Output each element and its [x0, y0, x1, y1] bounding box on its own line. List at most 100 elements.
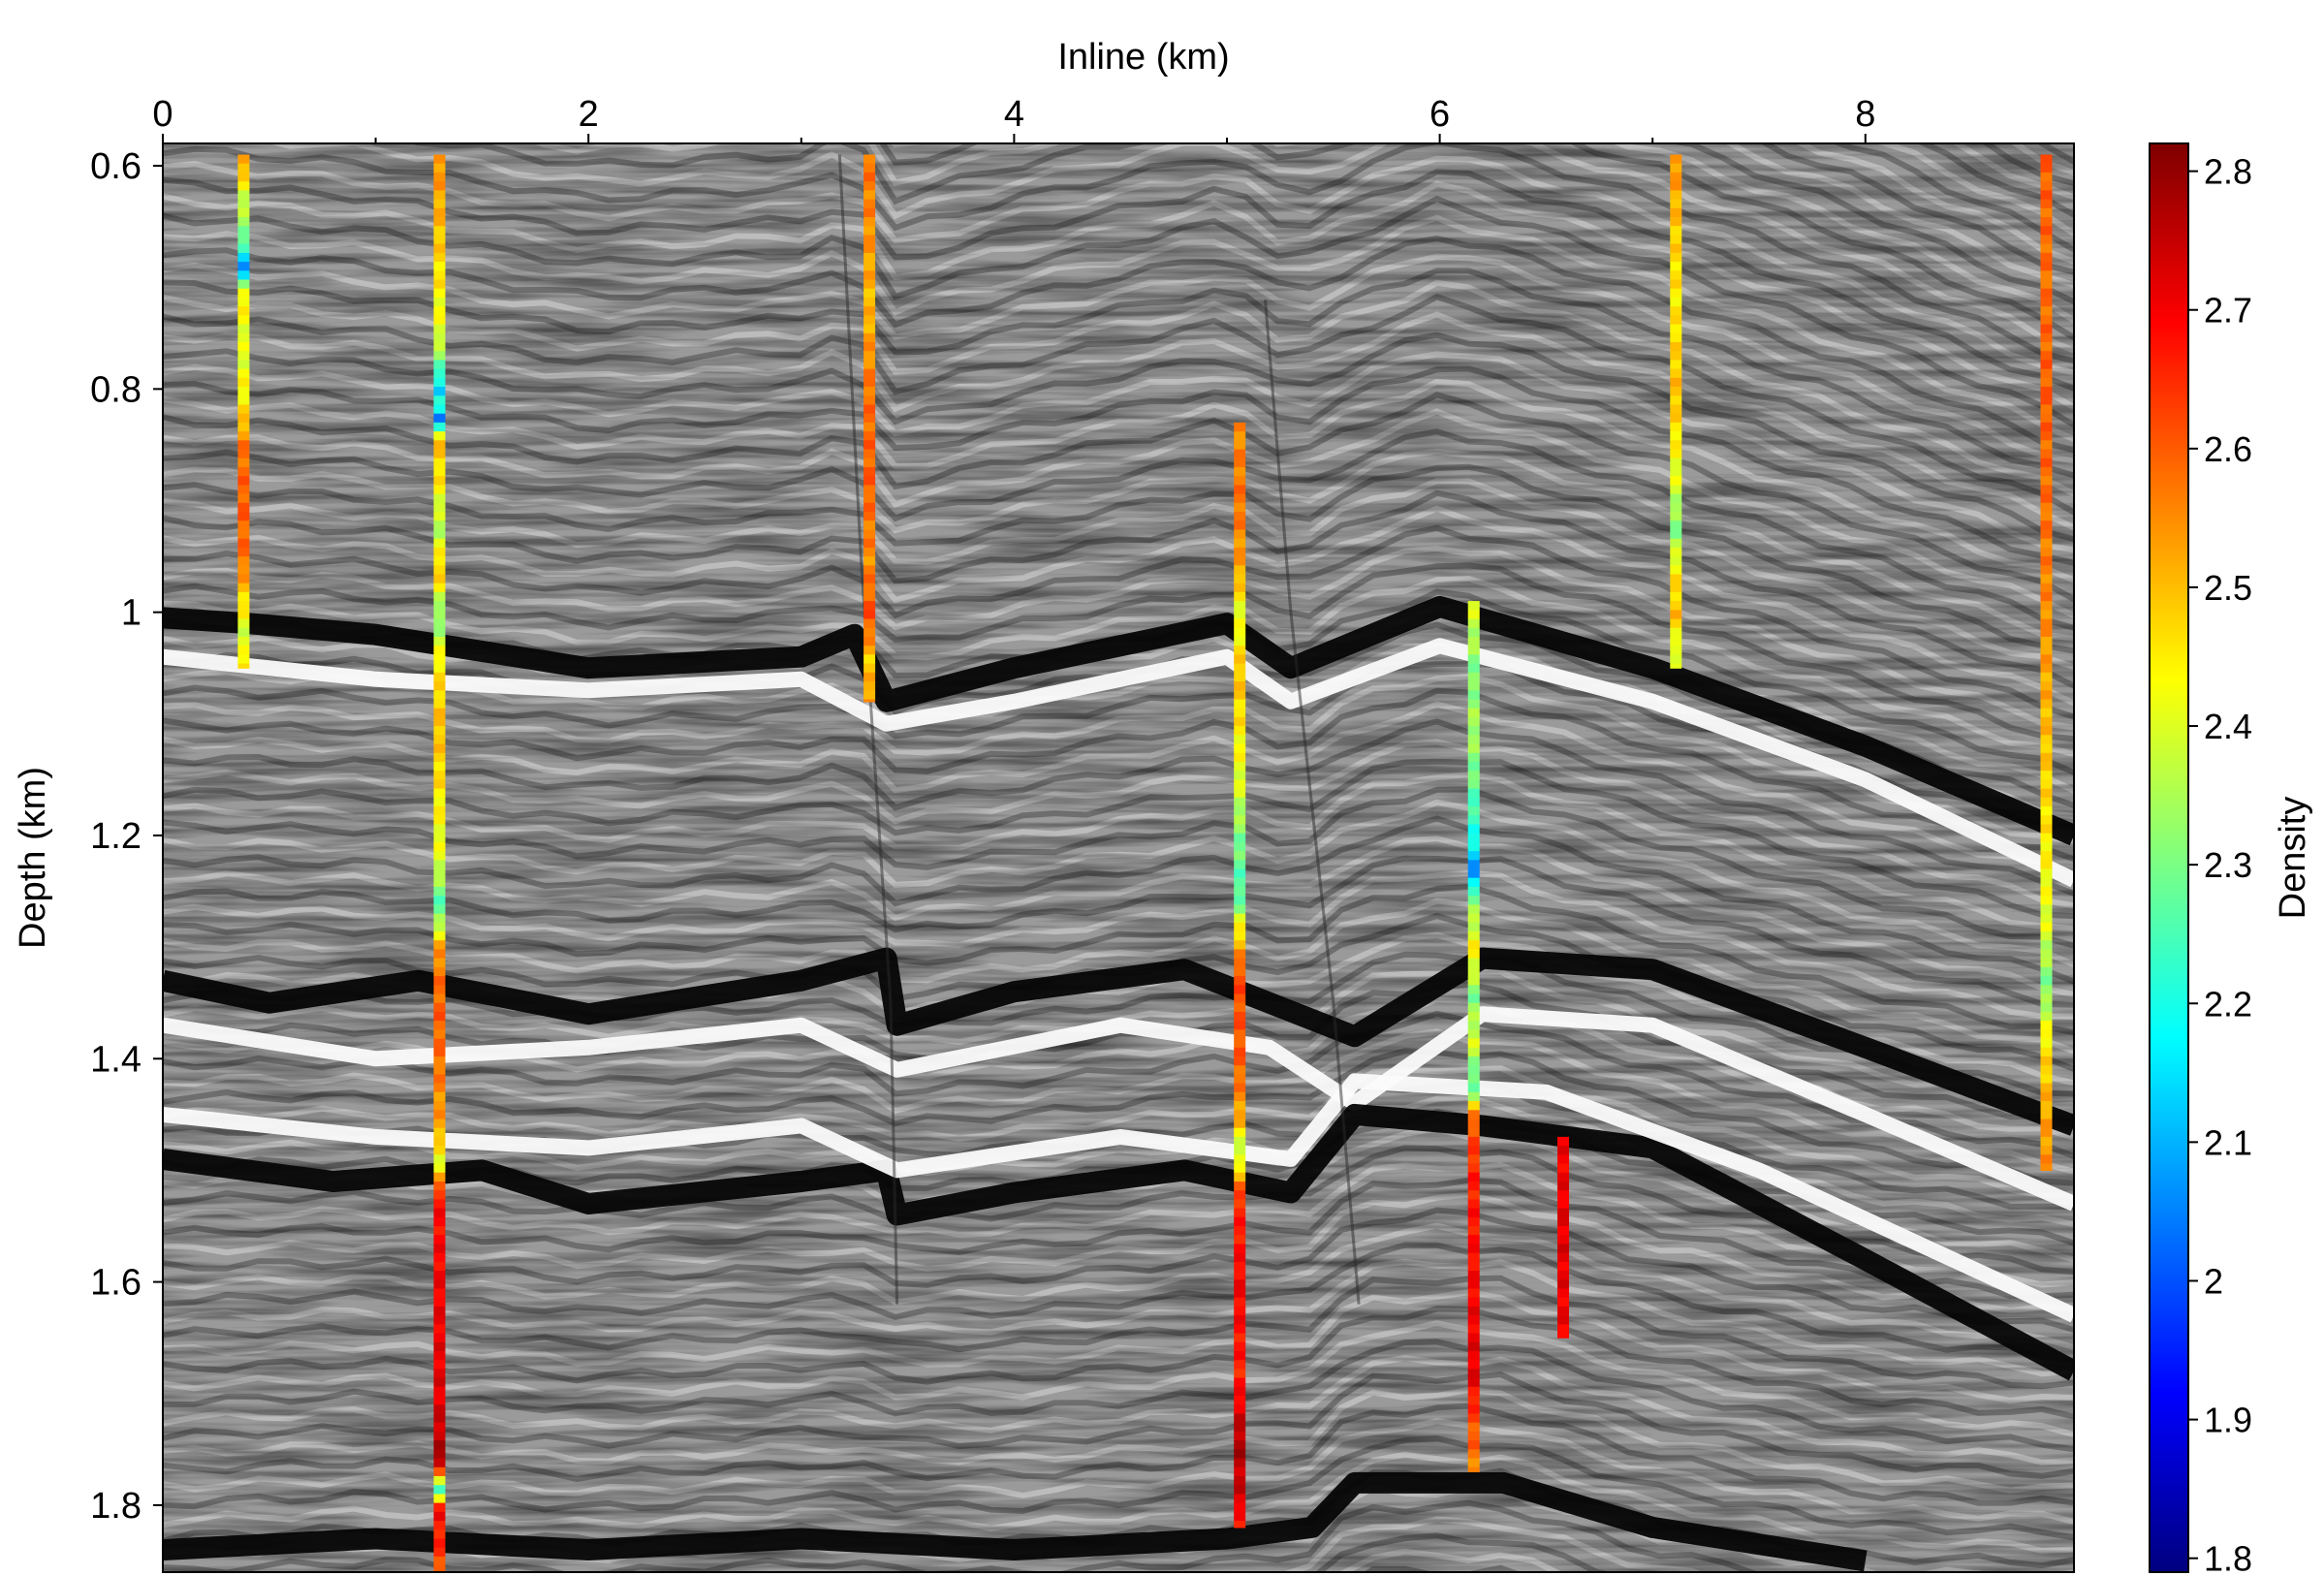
- well-log-sample: [1234, 1136, 1246, 1147]
- well-log-sample: [237, 163, 250, 173]
- well-log-sample: [433, 851, 446, 861]
- well-log-sample: [433, 288, 446, 299]
- well-log-sample: [237, 342, 250, 352]
- well-log-sample: [433, 627, 446, 638]
- well-logs: [237, 154, 2053, 1572]
- well-log-sample: [1557, 1226, 1569, 1236]
- well-log-sample: [1234, 860, 1246, 870]
- y-axis-label: Depth (km): [13, 767, 53, 949]
- well-log-sample: [2040, 726, 2053, 736]
- well-log-sample: [433, 404, 446, 415]
- well-log-sample: [1234, 637, 1246, 646]
- well-log-sample: [2040, 851, 2053, 861]
- well-log-sample: [433, 771, 446, 780]
- well-log-sample: [237, 360, 250, 370]
- well-log-sample: [864, 422, 876, 432]
- well-log-sample: [1234, 1341, 1246, 1352]
- well-log-sample: [1234, 1199, 1246, 1210]
- well-log-sample: [433, 1011, 446, 1022]
- well-log-sample: [1234, 1056, 1246, 1066]
- well-log-sample: [237, 279, 250, 290]
- well-log-sample: [1234, 1494, 1246, 1504]
- well-log-sample: [237, 493, 250, 504]
- well-log-sample: [1670, 306, 1682, 316]
- well-log-sample: [2040, 699, 2053, 709]
- fault-traces: [837, 154, 1361, 1305]
- well-log-sample: [1234, 1091, 1246, 1102]
- y-tick-label: 1.4: [90, 1039, 141, 1080]
- colorbar-tick-label: 2.4: [2204, 707, 2252, 746]
- well-log-sample: [433, 762, 446, 772]
- well-log-sample: [2040, 797, 2053, 807]
- well-log-sample: [433, 1529, 446, 1539]
- well-log-sample: [1670, 226, 1682, 236]
- well-log-sample: [864, 199, 876, 209]
- seismic-plot-area: [162, 142, 2075, 1573]
- colorbar-tick-label: 2: [2204, 1261, 2223, 1301]
- well-log-sample: [864, 181, 876, 191]
- horizon-trough: [163, 1471, 1868, 1572]
- well-log-sample: [1670, 547, 1682, 557]
- well-log-sample: [2040, 190, 2053, 201]
- well-log-sample: [1670, 368, 1682, 379]
- well-log-sample: [433, 1369, 446, 1379]
- well-log-sample: [1234, 1413, 1246, 1424]
- well-log-sample: [2040, 1146, 2053, 1155]
- well-log-sample: [1234, 966, 1246, 977]
- well-log-sample: [1467, 1172, 1480, 1182]
- well-log-sample: [1467, 1413, 1480, 1424]
- well-log-sample: [1234, 547, 1246, 557]
- well-log-sample: [1234, 1485, 1246, 1495]
- well-log-sample: [237, 154, 250, 165]
- well-log-sample: [1670, 154, 1682, 165]
- colorbar-tick-label: 1.8: [2204, 1539, 2252, 1576]
- well-log-sample: [1557, 1163, 1569, 1174]
- well-log-sample: [1467, 922, 1480, 932]
- well-log-sample: [1670, 172, 1682, 182]
- well-log-sample: [864, 591, 876, 602]
- well-log-sample: [1467, 726, 1480, 736]
- well-log-sample: [1670, 207, 1682, 218]
- well-log-sample: [433, 797, 446, 807]
- well-log-sample: [2040, 502, 2053, 513]
- well-log-sample: [237, 457, 250, 468]
- well-log-sample: [433, 431, 446, 441]
- well-log-sample: [2040, 966, 2053, 977]
- well-log-sample: [1670, 538, 1682, 549]
- well-log-sample: [1670, 190, 1682, 201]
- well-log-sample: [864, 449, 876, 459]
- well-log-sample: [1467, 896, 1480, 905]
- well-log-sample: [433, 1351, 446, 1361]
- well-log-sample: [433, 297, 446, 307]
- well-log-sample: [1670, 387, 1682, 396]
- well-log-sample: [433, 1244, 446, 1254]
- well-log-sample: [433, 1127, 446, 1138]
- well-log-sample: [1467, 1163, 1480, 1174]
- well-log-sample: [1234, 913, 1246, 924]
- colorbar-tick-label: 2.8: [2204, 152, 2252, 192]
- well-log-sample: [2040, 1029, 2053, 1040]
- well-log-sample: [433, 663, 446, 674]
- well-log-sample: [433, 493, 446, 504]
- well-log-sample: [1467, 1360, 1480, 1370]
- well-log-sample: [433, 387, 446, 396]
- well-log-sample: [433, 1315, 446, 1325]
- well-log-sample: [1467, 1351, 1480, 1361]
- well-log-sample: [237, 288, 250, 299]
- well-log-sample: [433, 610, 446, 620]
- well-log-sample: [433, 1021, 446, 1030]
- well-log-sample: [1234, 1074, 1246, 1085]
- well-log-sample: [1234, 896, 1246, 905]
- well-log-sample: [1557, 1216, 1569, 1227]
- well-log-sample: [1234, 440, 1246, 451]
- well-log-sample: [433, 172, 446, 182]
- well-log-sample: [864, 476, 876, 486]
- well-log-sample: [2040, 841, 2053, 852]
- well-log-sample: [237, 547, 250, 557]
- well-log-sample: [1234, 618, 1246, 629]
- well-log-sample: [2040, 931, 2053, 941]
- well-log-sample: [433, 1377, 446, 1388]
- well-log-sample: [1467, 779, 1480, 790]
- colorbar: 1.8 1.9 2 2.1 2.2 2.3 2.4 2.5 2.6 2.7 2.8 Density: [2149, 142, 2313, 1576]
- well-log-sample: [1670, 342, 1682, 352]
